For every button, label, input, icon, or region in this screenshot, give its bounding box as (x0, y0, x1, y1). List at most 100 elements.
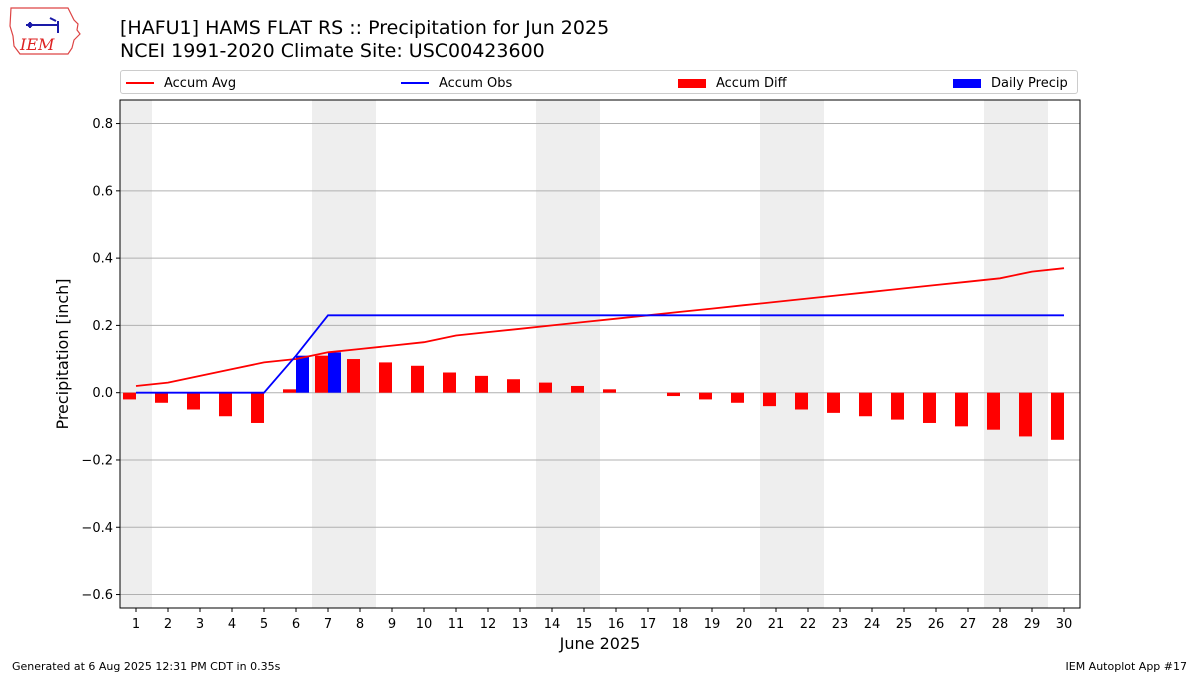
logo-text: IEM (19, 35, 55, 54)
x-tick-label: 4 (228, 617, 236, 632)
x-tick-label: 2 (164, 617, 172, 632)
y-tick-label: 0.0 (92, 386, 113, 401)
x-tick-label: 15 (576, 617, 593, 632)
bar-accum-diff (155, 392, 168, 403)
bar-accum-diff (571, 385, 584, 393)
bar-accum-diff (379, 362, 392, 393)
bar-accum-diff (891, 392, 904, 420)
legend-label: Accum Obs (439, 75, 513, 91)
legend-label: Accum Avg (164, 75, 237, 91)
legend-swatch (953, 78, 981, 88)
legend-item-daily-precip: Daily Precip (953, 74, 1068, 92)
bar-accum-diff (987, 392, 1000, 430)
x-tick-label: 8 (356, 617, 364, 632)
plot-frame (119, 99, 1081, 609)
x-tick-label: 28 (992, 617, 1009, 632)
bar-accum-diff (1051, 392, 1064, 440)
y-tick-label: 0.4 (92, 252, 113, 267)
y-tick-label: 0.6 (92, 184, 113, 199)
bar-accum-diff (315, 355, 328, 393)
bar-accum-diff (955, 392, 968, 427)
bar-accum-diff (667, 392, 680, 397)
legend-label: Accum Diff (716, 75, 787, 91)
legend-item-accum-obs: Accum Obs (401, 74, 512, 92)
x-tick-label: 14 (544, 617, 561, 632)
bar-accum-diff (507, 379, 520, 393)
y-tick-label: 0.2 (92, 319, 113, 334)
bar-accum-diff (411, 365, 424, 393)
chart-title: [HAFU1] HAMS FLAT RS :: Precipitation fo… (120, 17, 610, 39)
bar-accum-diff (475, 375, 488, 393)
bar-accum-diff (1019, 392, 1032, 437)
x-tick-label: 7 (324, 617, 332, 632)
y-tick-label: −0.6 (81, 588, 113, 603)
legend-swatch (126, 82, 154, 84)
y-tick-label: 0.8 (92, 117, 113, 132)
y-tick-label: −0.2 (81, 453, 113, 468)
line-accum-obs (136, 314, 1064, 394)
x-tick-label: 9 (388, 617, 396, 632)
weather-station-icon (26, 17, 59, 33)
bar-accum-diff (795, 392, 808, 410)
x-tick-label: 20 (736, 617, 753, 632)
x-tick-label: 21 (768, 617, 785, 632)
app-credit: IEM Autoplot App #17 (1065, 660, 1188, 673)
bar-daily-precip (296, 355, 309, 393)
x-tick-label: 18 (672, 617, 689, 632)
x-axis-label: June 2025 (559, 634, 641, 653)
x-tick-label: 3 (196, 617, 204, 632)
legend-label: Daily Precip (991, 75, 1068, 91)
iowa-outline (9, 7, 81, 55)
bar-accum-diff (347, 359, 360, 393)
y-tick-label: −0.4 (81, 521, 113, 536)
x-tick-label: 17 (640, 617, 657, 632)
x-tick-label: 26 (928, 617, 945, 632)
bar-accum-diff (923, 392, 936, 423)
bar-accum-diff (123, 392, 136, 400)
x-tick-label: 23 (832, 617, 849, 632)
bar-accum-diff (603, 389, 616, 393)
x-tick-label: 19 (704, 617, 721, 632)
generated-timestamp: Generated at 6 Aug 2025 12:31 PM CDT in … (12, 660, 281, 673)
bar-accum-diff (763, 392, 776, 407)
weekend-shade (536, 100, 600, 608)
weekend-shade (120, 100, 152, 608)
bar-accum-diff (827, 392, 840, 413)
x-tick-label: 25 (896, 617, 913, 632)
x-tick-label: 12 (480, 617, 497, 632)
line-accum-avg (135, 267, 1065, 387)
bar-accum-diff (251, 392, 264, 423)
x-tick-label: 30 (1056, 617, 1073, 632)
bar-accum-diff (443, 372, 456, 393)
legend-swatch (678, 78, 706, 88)
bar-accum-diff (219, 392, 232, 417)
x-tick-label: 24 (864, 617, 881, 632)
chart-legend: Accum Avg Accum Obs Accum Diff Daily Pre… (120, 70, 1078, 94)
bar-accum-diff (539, 382, 552, 393)
legend-item-accum-avg: Accum Avg (126, 74, 236, 92)
x-tick-label: 27 (960, 617, 977, 632)
bar-accum-diff (187, 392, 200, 410)
legend-swatch (401, 82, 429, 84)
x-tick-label: 10 (416, 617, 433, 632)
weekend-shade (984, 100, 1048, 608)
x-tick-label: 6 (292, 617, 300, 632)
bar-accum-diff (859, 392, 872, 417)
x-tick-label: 16 (608, 617, 625, 632)
bar-daily-precip (328, 352, 341, 393)
x-tick-label: 13 (512, 617, 529, 632)
y-axis-label: Precipitation [inch] (53, 278, 72, 429)
legend-item-accum-diff: Accum Diff (678, 74, 787, 92)
x-tick-label: 22 (800, 617, 817, 632)
iem-logo: IEM (9, 7, 81, 55)
x-tick-label: 29 (1024, 617, 1041, 632)
weekend-shade (760, 100, 824, 608)
x-tick-label: 5 (260, 617, 268, 632)
bar-accum-diff (731, 392, 744, 403)
chart-subtitle: NCEI 1991-2020 Climate Site: USC00423600 (120, 40, 545, 62)
bar-accum-diff (283, 389, 296, 393)
x-tick-label: 11 (448, 617, 465, 632)
x-tick-label: 1 (132, 617, 140, 632)
bar-accum-diff (699, 392, 712, 400)
